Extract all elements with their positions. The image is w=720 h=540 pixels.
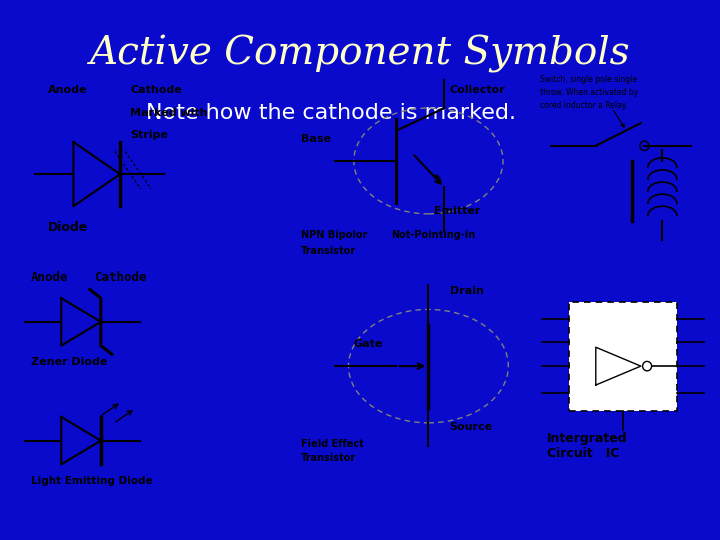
Text: Zener Diode: Zener Diode xyxy=(31,357,107,367)
Text: Light Emitting Diode: Light Emitting Diode xyxy=(31,476,153,486)
Text: Diode: Diode xyxy=(48,221,88,234)
Text: throw. When activated by: throw. When activated by xyxy=(540,88,638,97)
Text: Drain: Drain xyxy=(450,286,484,296)
Text: Intergrated: Intergrated xyxy=(547,431,628,445)
Text: Cathode: Cathode xyxy=(130,85,182,95)
Text: NPN Bipolor: NPN Bipolor xyxy=(300,231,367,240)
Text: Not-Pointing-in: Not-Pointing-in xyxy=(391,231,475,240)
Text: Field Effect: Field Effect xyxy=(300,440,364,449)
Text: Collector: Collector xyxy=(450,85,505,95)
Text: Anode: Anode xyxy=(48,85,87,95)
Text: Circuit   IC: Circuit IC xyxy=(547,447,620,460)
Text: Anode: Anode xyxy=(31,271,68,284)
Text: Marked with: Marked with xyxy=(130,107,208,118)
Text: cored inductor a Relay.: cored inductor a Relay. xyxy=(540,101,628,110)
Text: Base: Base xyxy=(300,134,330,144)
Text: Emitter: Emitter xyxy=(433,206,480,216)
Text: Transistor: Transistor xyxy=(300,453,356,463)
Text: Switch, single pole single: Switch, single pole single xyxy=(540,75,637,84)
Text: Stripe: Stripe xyxy=(130,130,168,140)
Text: Gate: Gate xyxy=(354,339,383,349)
Text: Note how the cathode is marked.: Note how the cathode is marked. xyxy=(146,103,516,124)
FancyBboxPatch shape xyxy=(569,302,677,411)
Text: Transistor: Transistor xyxy=(300,246,356,255)
Text: Cathode: Cathode xyxy=(94,271,147,284)
Text: Source: Source xyxy=(450,422,492,433)
Text: Active Component Symbols: Active Component Symbols xyxy=(90,35,630,73)
